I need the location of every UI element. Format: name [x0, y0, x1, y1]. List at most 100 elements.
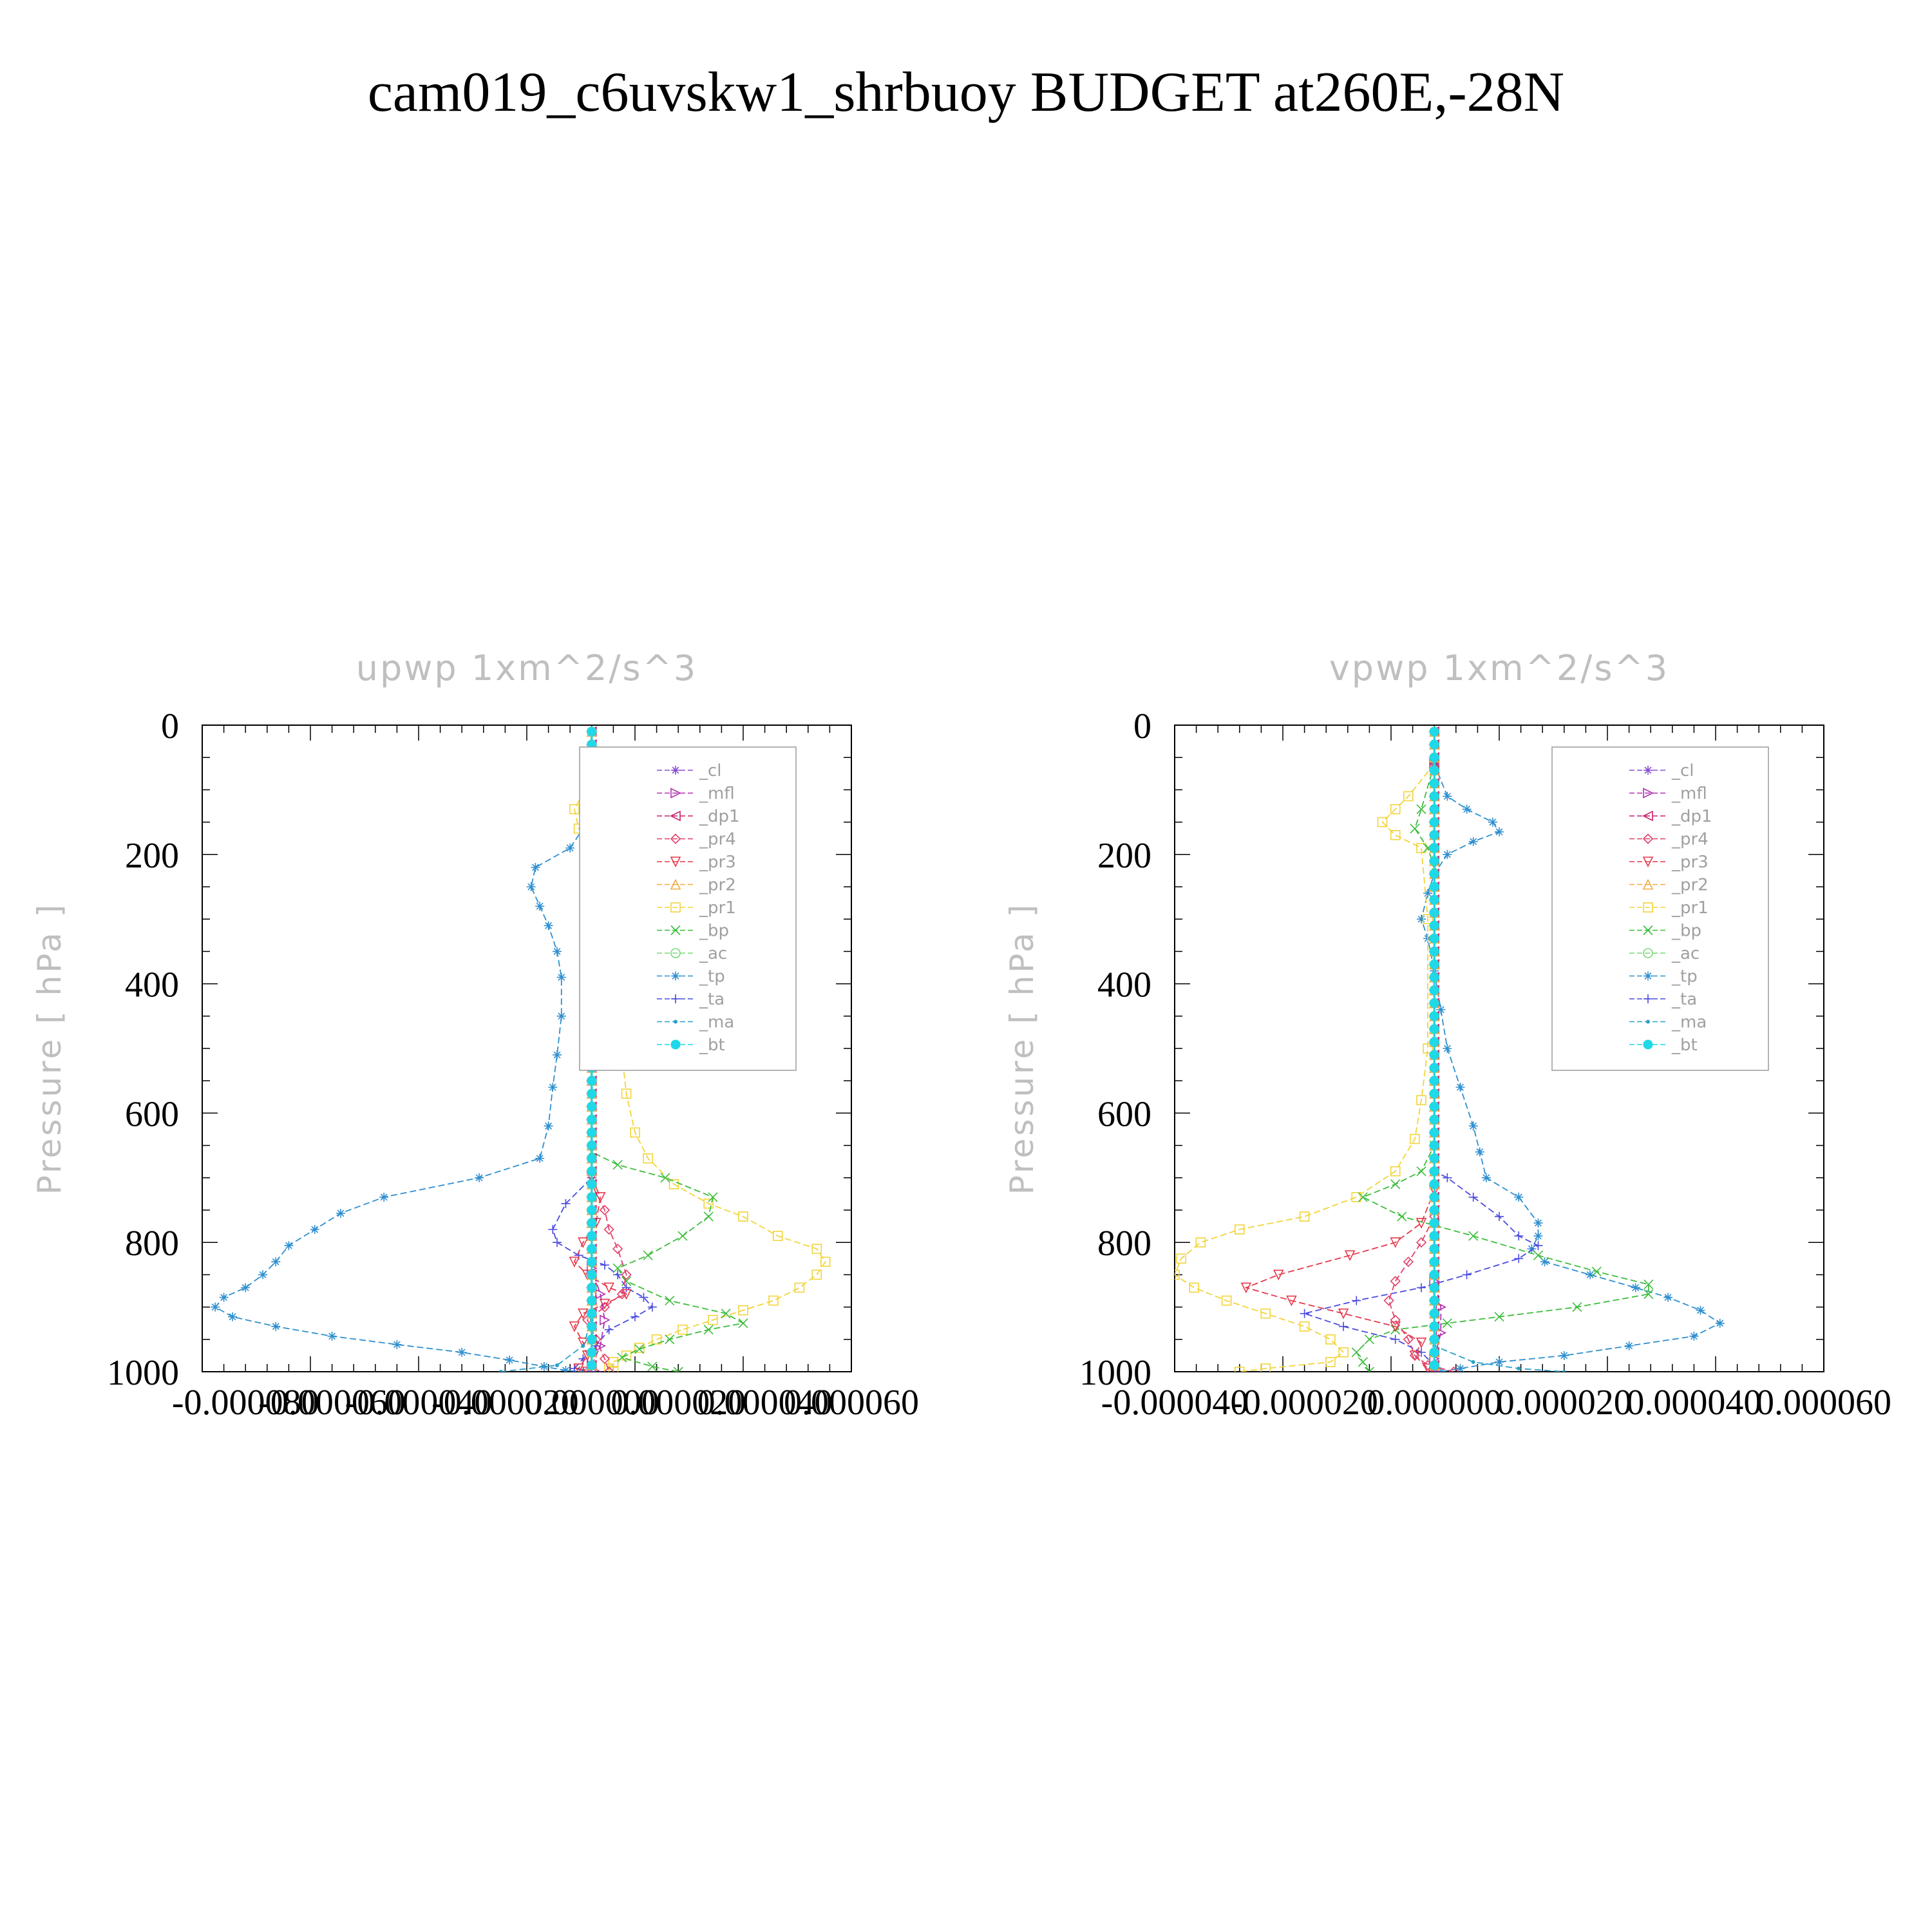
- data-point-bt: [1429, 1037, 1439, 1047]
- data-point-bt: [587, 1256, 597, 1267]
- y-axis-label: Pressure [ hPa ]: [31, 902, 68, 1195]
- data-point-ma: [555, 1363, 560, 1367]
- data-point-bt: [1429, 895, 1439, 905]
- data-point-pr1: [1403, 791, 1414, 802]
- data-point-pr1: [630, 1127, 640, 1138]
- data-point-pr1: [1377, 817, 1388, 828]
- data-point-bt: [1429, 1179, 1439, 1189]
- data-point-bt: [1429, 739, 1439, 750]
- data-point-ma: [1562, 1370, 1566, 1372]
- data-point-pr3: [578, 1308, 589, 1320]
- data-point-bt: [1429, 1269, 1439, 1280]
- data-point-tp: [553, 1050, 562, 1060]
- legend-box: [1551, 746, 1769, 1071]
- y-tick-label: 600: [1097, 1094, 1151, 1134]
- data-point-bt: [587, 1296, 597, 1306]
- y-tick-label: 800: [125, 1224, 179, 1264]
- data-point-tp: [284, 1241, 294, 1251]
- legend-marker: [1642, 857, 1654, 867]
- x-tick-label: 0.000000: [1367, 1383, 1502, 1423]
- data-point-pr1: [1416, 1095, 1426, 1106]
- data-point-ma: [581, 1343, 585, 1348]
- data-point-bt: [1429, 882, 1439, 892]
- data-point-bp: [617, 1352, 627, 1363]
- data-point-pr1: [1325, 1357, 1336, 1367]
- x-tick-label: 0.000020: [1497, 1383, 1632, 1423]
- data-point-pr4: [1383, 1295, 1394, 1306]
- data-point-pr4: [603, 1224, 614, 1235]
- data-point-pr1: [811, 1244, 822, 1255]
- data-point-bp: [703, 1211, 714, 1222]
- legend-marker: [670, 878, 681, 890]
- series-line-pr3: [573, 764, 628, 1372]
- data-point-tp: [241, 1283, 251, 1293]
- data-point-tp: [1514, 1192, 1524, 1202]
- data-point-ta: [600, 1260, 609, 1270]
- data-point-ta: [553, 1238, 562, 1247]
- data-point-mfl: [600, 1314, 611, 1325]
- legend-label: _cl: [699, 761, 722, 781]
- data-point-mfl: [1435, 1302, 1447, 1312]
- data-point-tp: [1468, 1121, 1478, 1131]
- data-point-pr1: [1235, 1367, 1245, 1372]
- data-point-pr3: [603, 1282, 614, 1294]
- data-point-bp: [673, 1367, 683, 1372]
- data-point-pr1: [1260, 1308, 1271, 1319]
- data-point-bt: [1429, 765, 1439, 775]
- legend-marker: [670, 833, 681, 844]
- data-point-bt: [1429, 933, 1439, 943]
- data-point-pr4: [1416, 1237, 1427, 1248]
- data-point-bp: [1364, 1334, 1374, 1345]
- data-point-bt: [1429, 869, 1439, 879]
- x-tick-label: -0.000040: [1101, 1383, 1249, 1423]
- legend-label: _bp: [1671, 922, 1701, 941]
- data-point-tp: [336, 1209, 346, 1218]
- legend-label: _ta: [1671, 990, 1697, 1009]
- data-point-bt: [587, 1153, 597, 1164]
- data-point-tp: [1663, 1293, 1673, 1302]
- data-point-pr1: [1299, 1321, 1310, 1332]
- legend-marker: [1643, 925, 1653, 936]
- data-point-bt: [587, 1321, 597, 1332]
- data-point-pr1: [1423, 1043, 1433, 1054]
- data-point-ta: [1417, 1283, 1426, 1293]
- data-point-bt: [1429, 1050, 1439, 1060]
- data-point-bp: [634, 1344, 645, 1354]
- legend-marker: [670, 925, 681, 936]
- series-line-ma: [500, 764, 592, 1372]
- data-point-pr1: [621, 1088, 632, 1099]
- x-tick-label: -0.000060: [258, 1383, 406, 1423]
- legend-label: _ac: [699, 944, 727, 963]
- data-point-pr4: [1409, 1350, 1421, 1361]
- data-point-pr4: [621, 1269, 632, 1280]
- legend-marker: [670, 1039, 681, 1050]
- data-point-ta: [1495, 1212, 1504, 1222]
- legend-box: [579, 746, 797, 1071]
- data-point-ma: [1471, 1359, 1475, 1364]
- data-point-tp: [1443, 849, 1452, 859]
- data-point-bt: [1429, 1321, 1439, 1332]
- data-point-bp: [1591, 1266, 1602, 1276]
- data-point-bp: [1572, 1302, 1582, 1312]
- data-point-tp: [271, 1257, 281, 1267]
- data-point-bp: [1397, 1211, 1407, 1222]
- data-point-ta: [1533, 1241, 1543, 1251]
- legend-label: _ma: [699, 1013, 734, 1032]
- data-point-bt: [1429, 817, 1439, 828]
- data-point-bt: [1429, 856, 1439, 866]
- data-point-bp: [1410, 824, 1420, 834]
- data-point-bp: [1351, 1347, 1361, 1358]
- data-point-bt: [1429, 946, 1439, 956]
- data-point-tp: [1696, 1305, 1705, 1315]
- data-point-pr1: [1390, 1166, 1401, 1177]
- x-tick-label: 0.000000: [524, 1383, 659, 1423]
- data-point-pr3: [1390, 1321, 1401, 1332]
- data-point-bp: [1416, 804, 1426, 815]
- y-tick-label: 0: [1133, 706, 1151, 746]
- data-point-pr4: [612, 1244, 623, 1255]
- data-point-bp: [660, 1173, 670, 1183]
- data-point-mfl: [595, 1340, 607, 1352]
- data-point-bt: [587, 1205, 597, 1215]
- legend-label: _pr3: [1671, 853, 1709, 872]
